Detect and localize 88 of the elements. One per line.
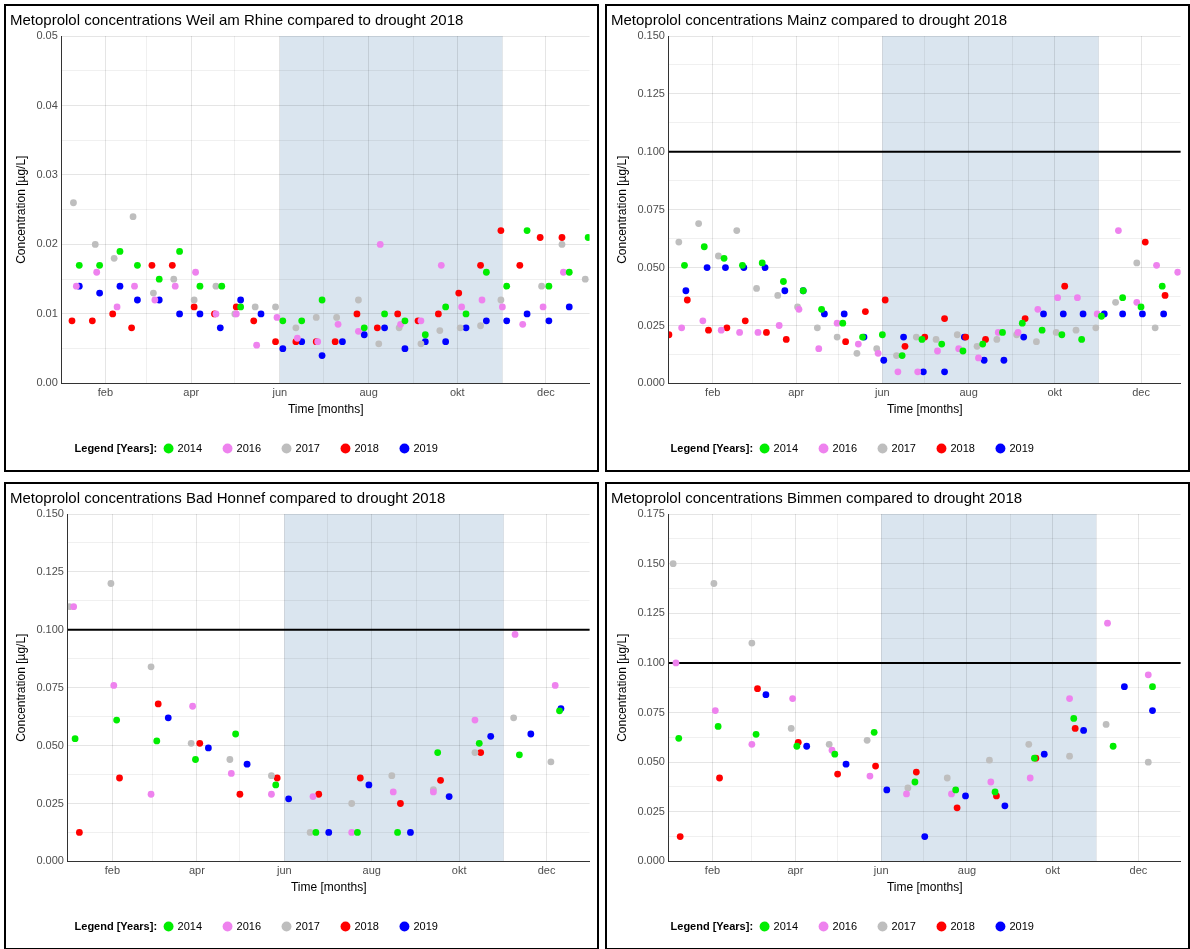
legend-label: 2018 (950, 441, 975, 454)
y-tick-label: 0.125 (637, 86, 665, 99)
x-tick-label: feb (97, 386, 114, 399)
y-tick-label: 0.000 (637, 376, 665, 389)
legend-label: 2019 (413, 919, 438, 932)
x-axis-title: Time [months] (886, 880, 963, 895)
chart-title: Metoprolol concentrations Bad Honnef compared to drought 2018 (10, 489, 446, 507)
legend-label: 2016 (832, 919, 858, 932)
y-axis-title: Concentration [µg/L] (13, 633, 28, 742)
x-tick-label: aug (957, 864, 977, 877)
x-tick-label: apr (183, 386, 200, 399)
y-tick-label: 0.050 (637, 260, 665, 273)
y-tick-label: 0.050 (36, 738, 64, 751)
legend-title: Legend [Years]: (74, 919, 158, 932)
y-axis-title: Concentration [µg/L] (13, 155, 28, 264)
legend-label: 2014 (773, 919, 799, 932)
legend-label: 2014 (773, 441, 799, 454)
chart-title: Metoprolol concentrations Mainz compared to drought 2018 (611, 11, 1008, 29)
x-tick-label: apr (788, 386, 805, 399)
x-tick-label: okt (451, 864, 467, 877)
legend-title: Legend [Years]: (74, 441, 158, 454)
x-tick-label: feb (704, 864, 721, 877)
legend-label: 2017 (295, 441, 320, 454)
legend-label: 2019 (413, 441, 438, 454)
y-axis-title: Concentration [µg/L] (614, 633, 629, 742)
y-tick-label: 0.125 (637, 606, 665, 619)
x-tick-label: aug (362, 864, 381, 877)
legend-label: 2016 (236, 919, 262, 932)
legend-label: 2014 (177, 919, 203, 932)
x-tick-label: feb (705, 386, 721, 399)
y-tick-label: 0.150 (637, 556, 665, 569)
legend-label: 2018 (354, 919, 379, 932)
legend-title: Legend [Years]: (670, 919, 754, 932)
legend-label: 2017 (891, 919, 916, 932)
y-tick-label: 0.150 (36, 507, 64, 520)
y-tick-label: 0.100 (637, 655, 665, 668)
x-tick-label: apr (188, 864, 206, 877)
y-tick-label: 0.050 (637, 755, 665, 768)
legend-label: 2017 (891, 441, 916, 454)
legend-label: 2018 (950, 919, 975, 932)
y-axis-title: Concentration [µg/L] (614, 155, 629, 264)
y-tick-label: 0.02 (36, 237, 58, 250)
x-tick-label: apr (787, 864, 804, 877)
x-axis-title: Time [months] (287, 402, 364, 417)
y-tick-label: 0.125 (36, 564, 64, 577)
legend-label: 2019 (1009, 441, 1034, 454)
y-tick-label: 0.000 (637, 854, 665, 867)
x-tick-label: jun (271, 386, 288, 399)
legend-label: 2016 (236, 441, 262, 454)
x-tick-label: dec (1132, 386, 1151, 399)
y-tick-label: 0.00 (36, 376, 58, 389)
x-tick-label: dec (1129, 864, 1148, 877)
x-tick-label: okt (449, 386, 465, 399)
x-axis-title: Time [months] (290, 880, 367, 895)
y-tick-label: 0.01 (36, 306, 58, 319)
y-tick-label: 0.100 (637, 144, 665, 157)
x-tick-label: aug (359, 386, 378, 399)
y-tick-label: 0.100 (36, 622, 64, 635)
y-tick-label: 0.025 (36, 796, 64, 809)
y-tick-label: 0.025 (637, 804, 665, 817)
x-tick-label: jun (872, 864, 889, 877)
x-tick-label: okt (1047, 386, 1063, 399)
legend-label: 2019 (1009, 919, 1034, 932)
y-tick-label: 0.05 (36, 29, 58, 42)
y-tick-label: 0.04 (36, 98, 58, 111)
legend-title: Legend [Years]: (670, 441, 754, 454)
x-tick-label: aug (959, 386, 978, 399)
chart-title: Metoprolol concentrations Bimmen compared to drought 2018 (611, 489, 1023, 507)
y-tick-label: 0.025 (637, 318, 665, 331)
x-tick-label: dec (537, 864, 556, 877)
y-tick-label: 0.075 (637, 705, 665, 718)
y-tick-label: 0.175 (637, 507, 665, 520)
x-tick-label: jun (275, 864, 292, 877)
legend-label: 2014 (177, 441, 203, 454)
legend-label: 2016 (832, 441, 858, 454)
y-tick-label: 0.03 (36, 167, 58, 180)
y-tick-label: 0.075 (36, 680, 64, 693)
y-tick-label: 0.000 (36, 854, 64, 867)
y-tick-label: 0.075 (637, 202, 665, 215)
x-axis-title: Time [months] (886, 402, 963, 417)
x-tick-label: okt (1045, 864, 1061, 877)
y-tick-label: 0.150 (637, 29, 665, 42)
chart-title: Metoprolol concentrations Weil am Rhine compared to drought 2018 (10, 11, 464, 29)
x-tick-label: feb (104, 864, 120, 877)
x-tick-label: jun (874, 386, 890, 399)
x-tick-label: dec (537, 386, 556, 399)
legend-label: 2018 (354, 441, 379, 454)
legend-label: 2017 (295, 919, 320, 932)
